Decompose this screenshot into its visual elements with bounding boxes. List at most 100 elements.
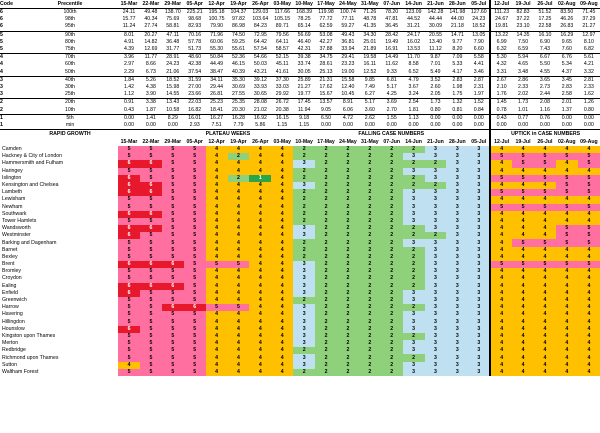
blank-cell[interactable]	[0, 130, 22, 139]
code-cell[interactable]: 2	[336, 210, 359, 218]
code-cell[interactable]: 5	[139, 232, 162, 240]
code-cell[interactable]: 6	[118, 181, 140, 190]
value-cell[interactable]: 15.67	[315, 91, 337, 100]
value-cell[interactable]: 5.26	[145, 76, 156, 83]
code-cell[interactable]: 3	[446, 282, 469, 290]
borough-name[interactable]: Merton	[2, 340, 19, 347]
borough-name[interactable]: Lambeth	[2, 189, 23, 196]
code-cell[interactable]: 2	[293, 203, 316, 211]
value-cell[interactable]: 77.11	[341, 16, 355, 23]
code-cell[interactable]: 5	[183, 275, 206, 283]
code-cell[interactable]: 2	[315, 181, 337, 190]
code-cell[interactable]: 5	[118, 239, 140, 247]
code-cell[interactable]: 4	[227, 181, 250, 190]
code-cell[interactable]: 3	[402, 296, 425, 305]
value-cell[interactable]: 49.48	[144, 9, 158, 16]
code-cell[interactable]: 4	[249, 181, 272, 190]
date-header[interactable]: 14-Jun	[405, 138, 422, 145]
value-cell[interactable]: 4.91	[123, 38, 135, 45]
value-cell[interactable]: 5.33	[452, 61, 463, 68]
code-cell[interactable]: 3	[468, 160, 491, 168]
date-header[interactable]: 15-Mar	[118, 0, 140, 9]
code-cell[interactable]: 2	[402, 253, 425, 261]
value-cell[interactable]: 22.58	[533, 23, 556, 32]
value-cell[interactable]: 37.54	[183, 68, 206, 77]
code-cell[interactable]: 2	[402, 354, 425, 362]
code-cell[interactable]: 2	[336, 275, 359, 283]
value-cell[interactable]: 3.45	[561, 76, 572, 83]
code-cell[interactable]: 2	[293, 153, 316, 161]
code-cell[interactable]: 3	[468, 261, 491, 269]
code-cell[interactable]: 4	[533, 296, 556, 305]
code-cell[interactable]: 4	[533, 181, 556, 190]
code-cell[interactable]: 3	[402, 196, 425, 204]
code-cell[interactable]: 3	[468, 189, 491, 197]
code-cell[interactable]: 4	[555, 210, 578, 218]
code-cell[interactable]: 5	[139, 318, 162, 326]
value-cell[interactable]: 86.98	[227, 23, 250, 32]
code-cell[interactable]: 2	[315, 210, 337, 218]
percentile-label[interactable]: 75th	[22, 45, 119, 55]
value-cell[interactable]: 16.15	[275, 114, 289, 121]
value-cell[interactable]: 13.05	[472, 31, 486, 38]
value-cell[interactable]: 2.87	[473, 76, 484, 83]
code-cell[interactable]: 4	[489, 225, 513, 233]
value-cell[interactable]: 58.57	[271, 45, 294, 55]
value-cell[interactable]: 5.17	[364, 99, 375, 106]
value-cell[interactable]: 6.32	[489, 45, 513, 55]
value-cell[interactable]: 15.58	[341, 76, 355, 83]
value-cell[interactable]: 24.17	[407, 31, 421, 38]
code-cell[interactable]: 4	[249, 318, 272, 326]
code-cell[interactable]: 4	[533, 253, 556, 261]
value-cell[interactable]: 11.94	[293, 106, 316, 115]
code-cell[interactable]: 5	[577, 181, 600, 190]
code-cell[interactable]: 6	[139, 282, 162, 290]
code-cell[interactable]: 2	[336, 167, 359, 175]
code-cell[interactable]: 6	[139, 189, 162, 197]
value-cell[interactable]: 25.01	[363, 38, 377, 45]
date-header[interactable]: 28-Jun	[449, 138, 466, 145]
code-cell[interactable]: 2	[380, 282, 403, 290]
code-cell[interactable]: 2	[336, 246, 359, 254]
date-header[interactable]: 14-Jun	[402, 0, 425, 9]
code-cell[interactable]: 5	[139, 304, 162, 312]
code-cell[interactable]: 2	[402, 268, 425, 276]
code-cell[interactable]: 4	[533, 325, 556, 333]
value-cell[interactable]: 82.93	[183, 23, 206, 32]
value-cell[interactable]: 1.26	[583, 99, 594, 106]
code-cell[interactable]: 4	[533, 217, 556, 226]
value-cell[interactable]: 54.66	[253, 54, 267, 61]
code-cell[interactable]: 2	[336, 239, 359, 247]
value-cell[interactable]: 89.71	[271, 23, 294, 32]
value-cell[interactable]: 19.00	[336, 68, 359, 77]
code-cell[interactable]: 5	[183, 253, 206, 261]
code-cell[interactable]: 4	[205, 217, 228, 226]
code-cell[interactable]: 3	[446, 189, 469, 197]
code-cell[interactable]: 4	[271, 361, 294, 369]
code-cell[interactable]: 5	[183, 239, 206, 247]
code-cell[interactable]: 3	[293, 289, 316, 297]
date-header[interactable]: 03-May	[273, 138, 292, 145]
borough-name[interactable]: Ealing	[2, 282, 17, 289]
value-cell[interactable]: 0.00	[161, 121, 184, 130]
value-cell[interactable]: 6.99	[489, 38, 513, 46]
value-cell[interactable]: 5.86	[249, 121, 272, 130]
code-cell[interactable]: 5	[183, 146, 206, 154]
value-cell[interactable]: 6.60	[468, 45, 491, 55]
code-cell[interactable]: 4	[227, 217, 250, 226]
borough-name[interactable]: Southwark	[2, 210, 27, 217]
code-cell[interactable]: 3	[293, 275, 316, 283]
value-cell[interactable]: 0.78	[489, 106, 513, 115]
value-cell[interactable]: 0.00	[446, 121, 469, 130]
value-cell[interactable]: 39.38	[297, 54, 311, 61]
code-cell[interactable]: 3	[424, 203, 447, 211]
code-cell[interactable]: 4	[577, 368, 600, 376]
value-cell[interactable]: 29.41	[341, 54, 355, 61]
code-cell[interactable]: 3	[468, 225, 491, 233]
value-cell[interactable]: 52.15	[275, 54, 289, 61]
code-cell[interactable]: 5	[183, 167, 206, 175]
value-cell[interactable]: 59.25	[231, 38, 245, 45]
code-cell[interactable]: 6	[139, 261, 162, 269]
code-cell[interactable]: 4	[271, 268, 294, 276]
code-cell[interactable]: 5	[555, 174, 578, 182]
